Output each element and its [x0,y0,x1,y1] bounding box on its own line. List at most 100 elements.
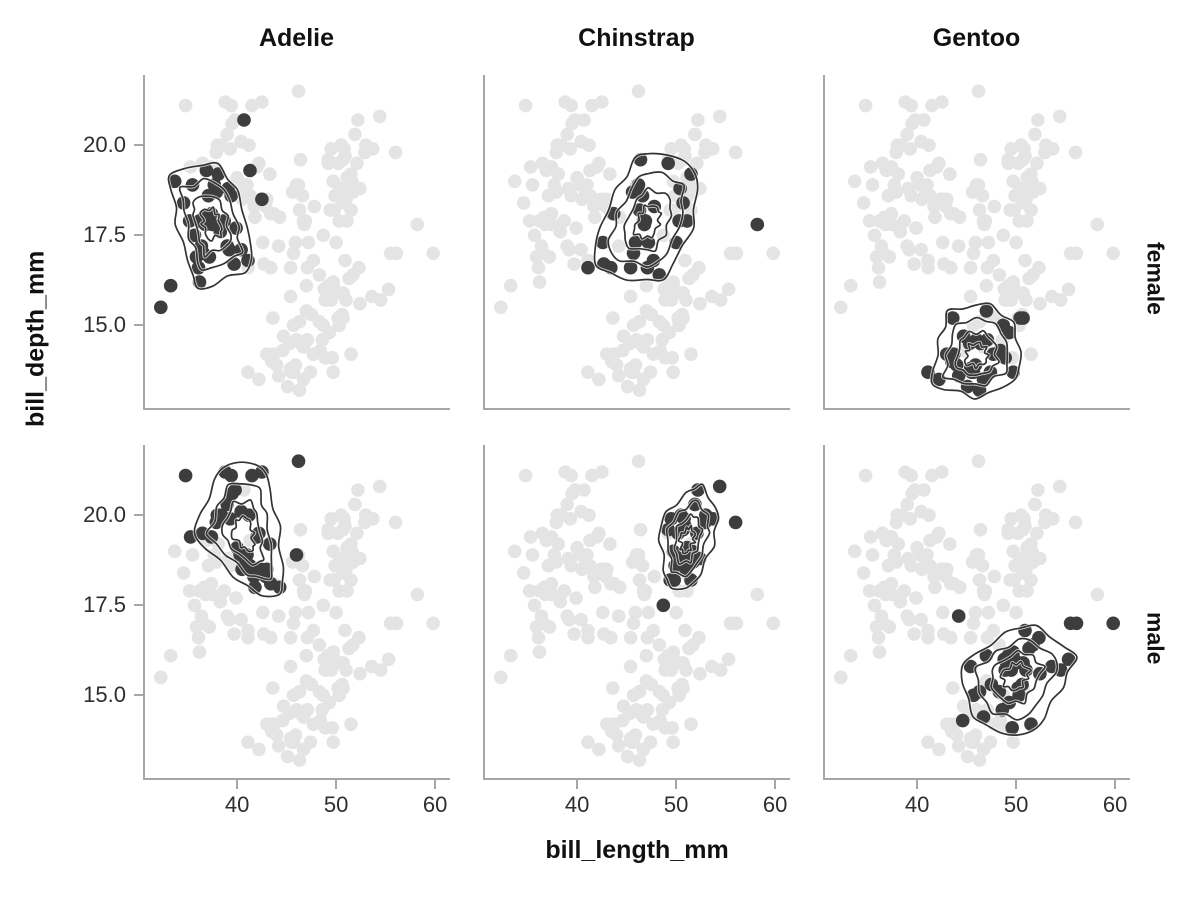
background-point [690,156,704,171]
background-point [603,537,617,551]
background-point [335,677,349,692]
background-point [220,127,234,142]
background-point [292,573,307,587]
background-point [306,623,321,638]
background-point [588,210,602,225]
background-point [665,351,679,365]
background-point [1009,235,1023,250]
background-point [620,379,635,394]
background-point [560,127,574,142]
density-contour [657,483,720,591]
background-point [921,735,935,749]
background-point [684,717,698,731]
background-point [338,623,352,638]
background-point [271,239,286,253]
background-point [932,526,946,541]
y-tick-mark [134,514,143,517]
background-point [971,454,986,468]
background-point [867,598,882,613]
background-point [580,548,594,562]
background-point [329,605,343,620]
highlight-point [596,235,610,250]
background-point [713,293,728,307]
background-point [1028,497,1042,512]
density-contour [960,624,1078,736]
background-point [592,156,606,171]
background-point [217,584,231,598]
background-point [542,250,557,264]
background-point [301,235,316,250]
density-contour [193,461,285,598]
highlight-point [951,609,966,623]
background-point [518,468,533,483]
scatter-plot-chinstrap-male [494,454,780,767]
background-point [611,739,626,753]
background-point [721,282,736,297]
background-point [271,609,286,623]
background-point [240,178,254,192]
background-point [523,530,538,544]
background-point [973,152,988,167]
background-point [167,544,182,559]
density-contour [632,204,663,240]
facet-column-title-adelie: Adelie [258,24,335,52]
background-point [222,612,236,627]
density-contour [607,171,686,268]
background-point [266,681,280,695]
background-point [635,558,650,573]
background-point [1018,253,1032,268]
background-point [326,735,340,749]
highlight-point [1016,311,1030,325]
density-contour [941,316,1009,387]
background-point [557,214,571,228]
background-point [949,728,964,742]
background-point [525,178,540,192]
x-tick-mark [774,780,777,789]
density-contour [974,637,1059,721]
x-tick-mark [434,780,437,789]
background-point [344,203,358,217]
background-point [581,630,595,645]
background-point [914,612,928,627]
background-point [1069,246,1084,261]
background-point [381,652,396,667]
background-point [909,591,923,605]
background-point [340,214,354,228]
background-point [943,537,957,551]
background-point [327,573,341,587]
background-point [729,616,744,631]
highlight-point [628,235,643,250]
x-tick-mark [576,780,579,789]
background-point [595,95,609,109]
background-point [1030,156,1044,171]
background-point [636,710,651,724]
background-point [856,566,871,580]
background-point [192,645,207,659]
background-point [581,735,595,749]
background-point [527,228,542,243]
background-point [679,293,693,307]
background-point [665,721,679,735]
background-point [291,178,306,192]
highlight-point [199,163,214,178]
highlight-point [750,217,765,232]
background-point [1106,246,1120,261]
x-tick-label: 40 [564,792,590,817]
x-tick-label: 40 [904,792,930,817]
background-point [292,684,307,699]
background-point [582,138,596,152]
highlight-point [656,598,671,613]
background-point [871,260,886,275]
background-point [1033,181,1047,196]
background-point [339,293,353,307]
background-point [280,379,295,394]
background-point [256,235,270,250]
highlight-point [223,512,237,526]
background-point [843,648,858,663]
background-point [611,239,626,253]
background-point [628,358,643,372]
background-point [507,174,522,189]
highlight-point [1106,616,1120,631]
x-tick-mark [1114,780,1117,789]
background-point [672,318,686,333]
